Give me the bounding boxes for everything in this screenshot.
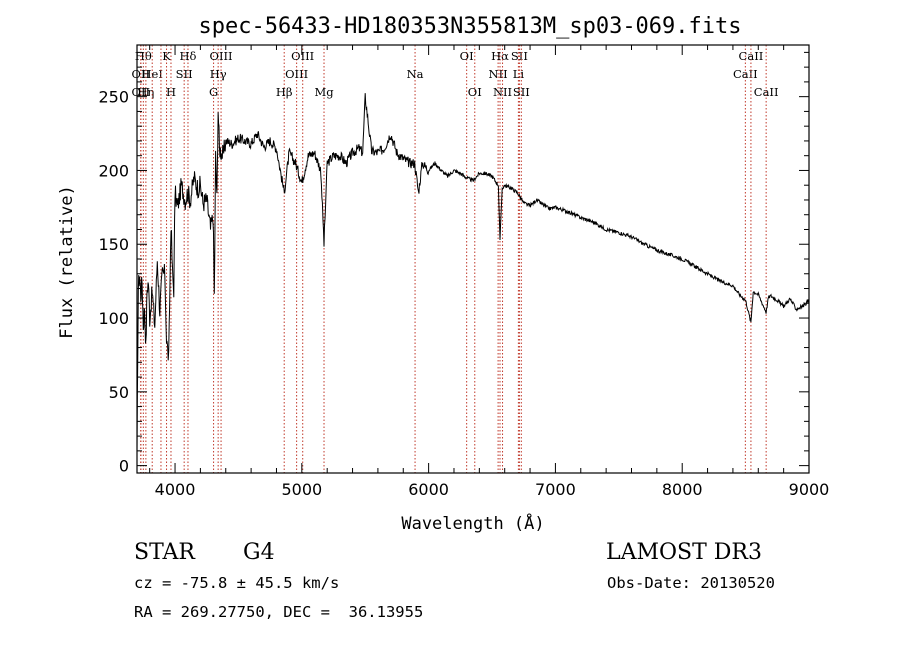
x-tick-label: 4000: [155, 480, 196, 499]
observation-date: Obs-Date: 20130520: [607, 574, 775, 592]
axis-ticks: 4000 5000 6000 7000 8000 9000 0 50 100 150 200 250: [98, 45, 829, 499]
spectral-line-label: OI: [468, 85, 482, 99]
spectrum-line: [136, 93, 810, 451]
y-tick-label: 250: [98, 88, 129, 107]
spectral-line-label: K: [162, 49, 171, 63]
spectral-line-label: Hγ: [210, 67, 227, 81]
spectral-line-label: OIII: [291, 49, 314, 63]
coordinates: RA = 269.27750, DEC = 36.13955: [134, 603, 424, 621]
spectrum-series: [136, 93, 810, 451]
x-tick-label: 6000: [408, 480, 449, 499]
chart-title: spec-56433-HD180353N355813M_sp03-069.fit…: [198, 14, 741, 39]
spectral-line-label: Hα: [491, 49, 509, 63]
x-tick-label: 5000: [281, 480, 322, 499]
spectral-line-label: OIII: [285, 67, 308, 81]
spectral-line-label: Hη: [137, 85, 154, 99]
y-tick-label: 200: [98, 161, 129, 180]
spectral-line-label: Na: [407, 67, 424, 81]
spectral-line-label: SII: [513, 85, 530, 99]
spectral-line-label: CaII: [733, 67, 758, 81]
spectral-line-label: CaII: [739, 49, 764, 63]
spectral-line-label: SII: [511, 49, 528, 63]
x-tick-label: 9000: [789, 480, 830, 499]
spectral-line-label: H: [166, 85, 176, 99]
y-tick-label: 150: [98, 235, 129, 254]
y-tick-label: 50: [109, 383, 129, 402]
x-axis-label: Wavelength (Å): [401, 512, 544, 534]
spectral-line-label: NII: [493, 85, 512, 99]
spectral-line-label: HeI: [142, 67, 163, 81]
spectral-line-label: NII: [489, 67, 508, 81]
object-type: STAR: [134, 540, 195, 565]
y-tick-label: 100: [98, 309, 129, 328]
x-tick-label: 7000: [535, 480, 576, 499]
spectral-line-label: Hδ: [179, 49, 196, 63]
spectral-line-label: SII: [176, 67, 193, 81]
y-axis-label: Flux (relative): [57, 185, 77, 339]
spectral-line-markers: HθOIIOIIHηHeIKHSIIHδGHγOIIIHβOIIIOIIIMgN…: [132, 45, 779, 473]
spectral-line-label: Li: [513, 67, 525, 81]
spectral-line-label: OIII: [210, 49, 233, 63]
x-tick-label: 8000: [662, 480, 703, 499]
spectral-line-label: Mg: [314, 85, 334, 99]
y-tick-label: 0: [119, 457, 129, 476]
spectral-line-label: OI: [460, 49, 474, 63]
spectral-line-label: Hβ: [276, 85, 293, 99]
spectral-line-label: G: [209, 85, 218, 99]
spectral-line-label: CaII: [754, 85, 779, 99]
redshift-readout: cz = -75.8 ± 45.5 km/s: [134, 574, 340, 592]
plot-frame: [136, 44, 810, 474]
survey-name: LAMOST DR3: [606, 540, 762, 565]
subclass: G4: [243, 540, 275, 565]
